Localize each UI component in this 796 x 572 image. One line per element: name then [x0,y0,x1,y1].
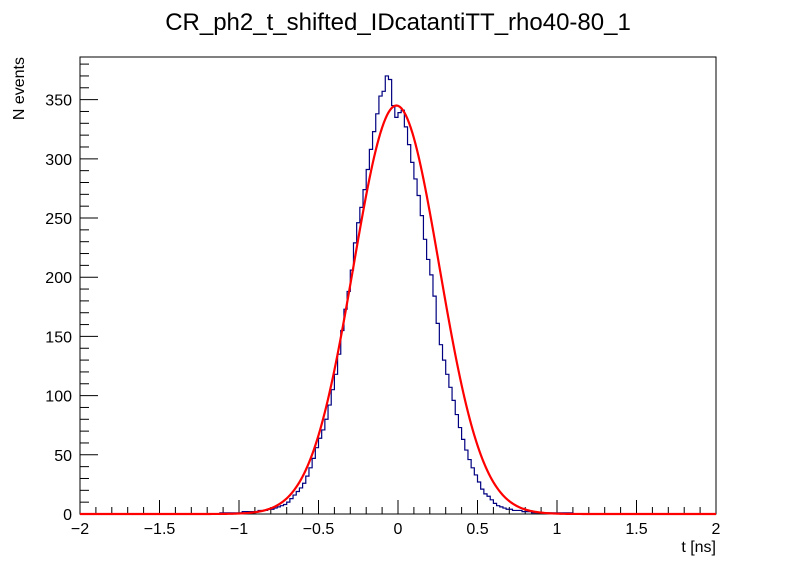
y-tick-label: 0 [63,507,72,524]
y-axis-title: N events [11,57,28,120]
x-axis: −2 −1.5 −1 −0.5 0 0.5 1 1.5 2 [71,500,721,538]
x-tick-label: 1 [553,521,562,538]
y-tick-label: 200 [45,270,72,287]
y-tick-label: 50 [54,448,72,465]
x-tick-label: −2 [71,521,89,538]
x-tick-label: 1.5 [625,521,647,538]
x-tick-label: −1 [230,521,248,538]
x-tick-label: −1.5 [144,521,176,538]
y-tick-label: 350 [45,93,72,110]
y-tick-label: 250 [45,211,72,228]
chart-title: CR_ph2_t_shifted_IDcatantiTT_rho40-80_1 [165,9,631,36]
fit-curve [80,104,716,516]
y-axis: 0 50 100 150 200 250 300 350 [45,63,98,524]
x-tick-label: 2 [712,521,721,538]
plot-frame [79,56,717,515]
x-tick-label: 0 [394,521,403,538]
x-axis-title: t [ns] [681,539,716,556]
y-tick-label: 150 [45,329,72,346]
x-tick-label: −0.5 [303,521,335,538]
y-tick-label: 300 [45,152,72,169]
y-tick-label: 100 [45,389,72,406]
histogram-series [80,75,716,515]
x-tick-label: 0.5 [466,521,488,538]
